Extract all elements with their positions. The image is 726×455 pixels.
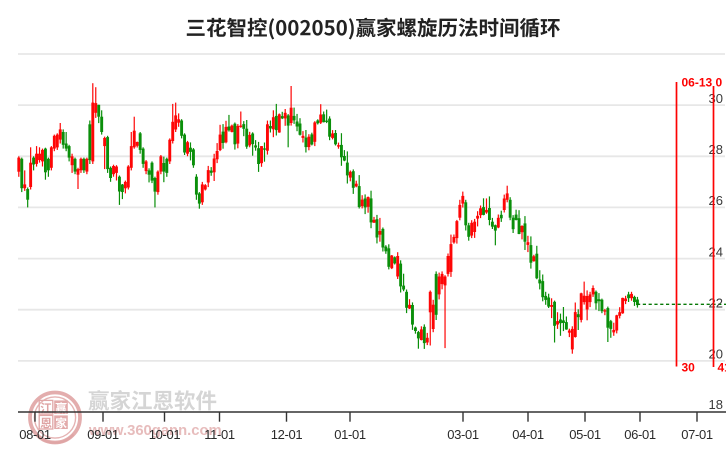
svg-text:03-01: 03-01: [447, 427, 479, 442]
svg-text:24: 24: [709, 244, 723, 259]
svg-text:30: 30: [709, 91, 723, 106]
svg-text:26: 26: [709, 193, 723, 208]
svg-text:07-01: 07-01: [681, 427, 713, 442]
svg-text:11-01: 11-01: [204, 427, 235, 442]
svg-text:20: 20: [709, 347, 723, 362]
svg-text:12-01: 12-01: [271, 427, 303, 442]
svg-text:30: 30: [682, 361, 696, 375]
svg-text:22: 22: [709, 296, 723, 311]
svg-text:01-01: 01-01: [334, 427, 366, 442]
svg-text:06-13 0: 06-13 0: [682, 76, 723, 90]
svg-text:06-01: 06-01: [624, 427, 656, 442]
svg-text:28: 28: [709, 142, 723, 157]
svg-text:09-01: 09-01: [87, 427, 119, 442]
svg-text:05-01: 05-01: [569, 427, 601, 442]
svg-text:18: 18: [709, 397, 723, 412]
svg-text:41: 41: [718, 361, 726, 375]
svg-text:04-01: 04-01: [512, 427, 544, 442]
svg-text:08-01: 08-01: [19, 427, 51, 442]
svg-text:10-01: 10-01: [149, 427, 181, 442]
